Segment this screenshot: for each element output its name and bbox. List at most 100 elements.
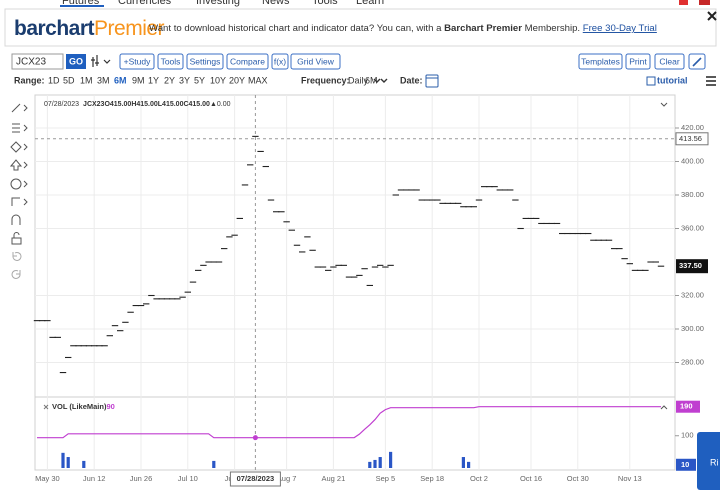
symbol-value[interactable]: JCX23 <box>16 57 46 68</box>
toolbar-button[interactable] <box>271 53 289 70</box>
nav-bar <box>0 0 720 7</box>
tool-icon[interactable] <box>10 141 28 153</box>
toolbar-button[interactable] <box>625 53 651 70</box>
range-option[interactable]: 1D <box>48 75 60 85</box>
tool-icon[interactable] <box>11 214 21 225</box>
volume-value: 10 <box>681 460 689 469</box>
x-tick-label: Sep 18 <box>420 474 444 483</box>
pane-collapse[interactable] <box>660 102 668 107</box>
nav-item[interactable]: News <box>262 0 290 7</box>
volume-bar <box>212 460 216 468</box>
lower-title-value: 90 <box>106 402 114 411</box>
crosshair-price: 413.56 <box>679 134 702 143</box>
frequency-label: Frequency: <box>301 75 350 85</box>
nav-item[interactable]: Tools <box>312 0 338 7</box>
crosshair-dot <box>252 435 258 441</box>
pane-collapse[interactable] <box>660 405 668 410</box>
toolbar-button[interactable] <box>119 53 155 70</box>
range-option[interactable]: 5Y <box>194 75 205 85</box>
go-button[interactable] <box>66 54 86 69</box>
volume-bar <box>467 461 471 468</box>
toolbar-button-label[interactable]: Grid View <box>297 56 335 66</box>
y-tick-label: 400.00 <box>681 156 704 165</box>
toolbar-button-label[interactable]: Templates <box>581 56 620 66</box>
toolbar-button-label[interactable]: Clear <box>659 56 679 66</box>
toolbar-button[interactable] <box>654 53 685 70</box>
y-tick-label: 360.00 <box>681 223 704 232</box>
period-select[interactable]: 6M <box>365 75 378 85</box>
x-tick-label: Aug 21 <box>322 474 346 483</box>
nav-selected <box>60 5 104 7</box>
tool-icon[interactable] <box>12 252 22 261</box>
side-button[interactable] <box>697 432 720 490</box>
logo: barchartPremier <box>14 17 165 40</box>
toolbar-button-label[interactable]: f(x) <box>274 56 286 66</box>
toolbar-button[interactable] <box>290 53 341 70</box>
nav-item[interactable]: Investing <box>196 0 240 7</box>
tool-icon[interactable] <box>11 103 28 113</box>
tool-icon[interactable] <box>10 178 22 190</box>
range-option[interactable]: 3Y <box>179 75 190 85</box>
x-tick-label: Oct 16 <box>520 474 542 483</box>
pane-close[interactable] <box>43 404 49 410</box>
trial-link[interactable]: Free 30-Day Trial <box>583 23 657 34</box>
x-tick-label: Jun 26 <box>130 474 153 483</box>
chart-type-button[interactable] <box>91 55 111 67</box>
nav-icon <box>699 0 710 5</box>
volume-bar <box>389 451 393 468</box>
lower-title-name: VOL (LikeMain) <box>52 402 107 411</box>
side-button-label[interactable]: Ri <box>710 457 719 467</box>
range-option[interactable]: 20Y <box>229 75 245 85</box>
header-close: C415.00 <box>183 101 210 108</box>
toolbar-button-label[interactable]: +Study <box>124 56 151 66</box>
range-option[interactable]: 5D <box>63 75 75 85</box>
tutorial-link[interactable]: tutorial <box>657 75 688 85</box>
toolbar-button-label[interactable]: Compare <box>230 56 265 66</box>
drawing-tools <box>9 103 28 279</box>
chart-header: 07/28/2023 JCX23O415.00H415.00L415.00C415… <box>44 101 231 108</box>
tool-icon[interactable] <box>11 232 22 245</box>
tool-icon[interactable] <box>11 270 21 279</box>
range-option[interactable]: 9M <box>132 75 145 85</box>
toolbar-button[interactable] <box>578 53 623 70</box>
banner-text: Want to download historical chart and in… <box>149 23 444 34</box>
y-tick-label: 100 <box>681 431 694 440</box>
logo-accent: Premier <box>94 17 165 40</box>
date-label: Date: <box>400 75 423 85</box>
range-option[interactable]: 2Y <box>164 75 175 85</box>
range-option[interactable]: MAX <box>248 75 268 85</box>
frequency-select[interactable]: Daily <box>348 75 369 85</box>
x-tick-label: Jun 12 <box>83 474 106 483</box>
last-price-badge <box>676 259 708 274</box>
toolbar-button[interactable] <box>157 53 184 70</box>
banner <box>4 8 717 47</box>
close-button[interactable] <box>707 11 717 21</box>
symbol-input[interactable] <box>11 53 64 70</box>
toolbar-button[interactable] <box>226 53 269 70</box>
tool-icon[interactable] <box>9 159 28 171</box>
logo-main: barchart <box>14 17 95 40</box>
toolbar-button[interactable] <box>186 53 224 70</box>
toolbar-button-label[interactable]: Settings <box>190 56 221 66</box>
toolbar-button-label[interactable]: Print <box>629 56 647 66</box>
lower-title: VOL (LikeMain)90 <box>52 402 115 411</box>
tutorial-icon <box>646 76 656 86</box>
nav-item[interactable]: Futures <box>62 0 100 7</box>
x-tick-label: Nov 13 <box>618 474 642 483</box>
range-option[interactable]: 6M <box>114 75 127 85</box>
volume-bar <box>378 457 382 468</box>
tool-icon[interactable] <box>12 123 28 133</box>
menu-button[interactable] <box>706 76 716 86</box>
nav-item[interactable]: Currencies <box>118 0 172 7</box>
nav-item[interactable]: Learn <box>356 0 384 7</box>
range-option[interactable]: 1Y <box>148 75 159 85</box>
toolbar-button-label[interactable]: Tools <box>161 56 181 66</box>
range-option[interactable]: 1M <box>80 75 93 85</box>
header-symbol: JCX23 <box>83 101 105 108</box>
range-option[interactable]: 10Y <box>210 75 226 85</box>
go-label[interactable]: GO <box>69 56 83 66</box>
tool-icon[interactable] <box>11 180 28 206</box>
range-option[interactable]: 3M <box>97 75 110 85</box>
calendar-button[interactable] <box>425 74 439 88</box>
